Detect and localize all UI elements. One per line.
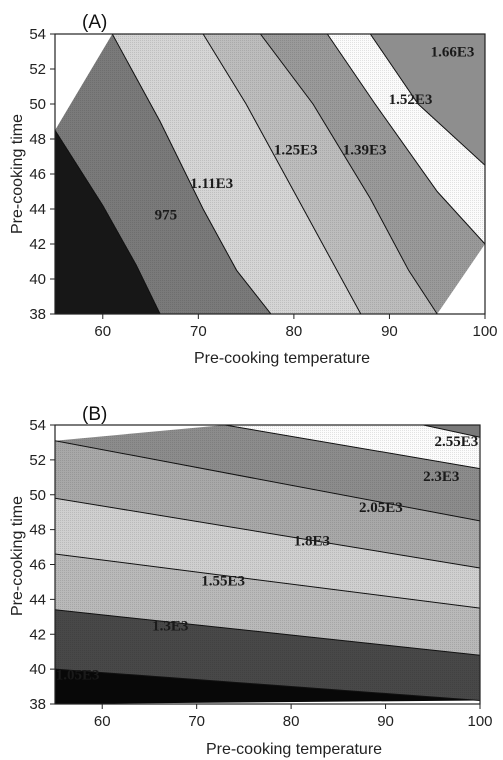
panel-a-region-texture-2: [112, 34, 361, 314]
panel-a-y-tick-54: 54: [29, 26, 46, 43]
panel-a-x-ticks: 60 70 80 90 100: [94, 314, 498, 340]
panel-a-region-texture-1: [55, 34, 271, 314]
panel-a-contour-line-1: [111, 34, 272, 314]
panel-b-contour-label-1: 1.3E3: [152, 619, 188, 635]
panel-b-y-tick-54: 54: [29, 417, 46, 434]
panel-b-contour-line-6: [423, 425, 480, 438]
panel-b-y-tick-38: 38: [29, 696, 46, 713]
panel-label-a: (A): [82, 12, 107, 33]
panel-a-contour-line-0: [55, 130, 161, 314]
panel-b-y-axis-title: Pre-cooking time: [9, 496, 26, 616]
panel-a-y-tick-38: 38: [29, 306, 46, 323]
panel-a-contour-line-4: [326, 34, 485, 245]
panel-a-contour-label-1: 1.11E3: [190, 176, 233, 192]
panel-b-contour-lines: [55, 425, 480, 701]
panel-b-region-texture-5: [55, 425, 480, 521]
panel-a-y-tick-52: 52: [29, 61, 46, 78]
panel-a-y-tick-46: 46: [29, 166, 46, 183]
panel-b-x-tick-100: 100: [467, 713, 492, 730]
panel-a-region-texture-5: [327, 34, 485, 244]
panel-a-x-tick-60: 60: [94, 323, 111, 340]
panel-label-b: (B): [82, 404, 107, 425]
panel-a-contour-label-4: 1.52E3: [389, 92, 433, 108]
panel-a-contour-labels: 975 1.11E3 1.25E3 1.39E3 1.52E3 1.66E3: [155, 45, 475, 224]
panel-b-x-ticks: 60 70 80 90 100: [94, 704, 493, 730]
panel-b-contour-line-3: [55, 497, 480, 569]
panel-b-contour-line-1: [55, 609, 480, 656]
panel-b-region-texture-3: [55, 498, 480, 609]
panel-b-contour-label-6: 2.55E3: [435, 434, 479, 450]
panel-b-x-axis-title: Pre-cooking temperature: [206, 741, 382, 758]
panel-b: (B) 1.05E3 1.3E3 1.55E3 1.8E3 2.05E3 2.3E3 2.5…: [9, 404, 493, 758]
panel-b-region-texture-2: [55, 554, 480, 656]
panel-b-y-tick-46: 46: [29, 557, 46, 574]
panel-a-contour-line-5: [369, 34, 485, 166]
panel-b-y-tick-52: 52: [29, 452, 46, 469]
panel-a-contour-label-0: 975: [155, 207, 178, 223]
panel-b-contour-label-5: 2.3E3: [423, 469, 459, 485]
panel-b-region-texture-1: [55, 609, 480, 701]
panel-a: (A) 975 1.11E3 1.25E3 1.39E3 1.52E3 1.66E3 60…: [9, 12, 498, 367]
panel-b-x-tick-90: 90: [377, 713, 394, 730]
panel-a-region-texture-3: [203, 34, 438, 314]
panel-b-y-tick-48: 48: [29, 522, 46, 539]
panel-b-region-0: [55, 669, 480, 704]
panel-b-y-tick-42: 42: [29, 626, 46, 643]
panel-b-x-tick-60: 60: [94, 713, 111, 730]
panel-a-contour-lines: [55, 34, 485, 314]
panel-b-contour-label-2: 1.55E3: [201, 573, 245, 589]
panel-b-contour-line-5: [224, 425, 480, 470]
panel-a-y-tick-40: 40: [29, 271, 46, 288]
panel-b-x-tick-70: 70: [188, 713, 205, 730]
panel-b-contour-label-3: 1.8E3: [294, 533, 330, 549]
panel-b-y-tick-44: 44: [29, 591, 46, 608]
panel-a-x-tick-80: 80: [286, 323, 303, 340]
panel-b-region-texture-4: [55, 440, 480, 568]
panel-a-y-tick-44: 44: [29, 201, 46, 218]
panel-a-region-texture-4: [260, 34, 485, 314]
panel-a-y-tick-50: 50: [29, 96, 46, 113]
panel-a-x-tick-100: 100: [472, 323, 497, 340]
panel-a-y-tick-42: 42: [29, 236, 46, 253]
panel-b-contour-line-0: [55, 668, 480, 701]
panel-a-contour-line-3: [260, 34, 438, 314]
panel-a-region-0: [55, 130, 161, 314]
panel-b-y-tick-40: 40: [29, 661, 46, 678]
panel-a-contour-label-2: 1.25E3: [274, 143, 318, 159]
panel-a-y-tick-48: 48: [29, 131, 46, 148]
panel-b-contour-label-4: 2.05E3: [359, 500, 403, 516]
panel-a-contour-label-5: 1.66E3: [431, 45, 475, 61]
panel-a-contour-label-3: 1.39E3: [343, 143, 387, 159]
panel-b-regions: [55, 425, 480, 704]
panel-b-contour-line-4: [55, 440, 480, 522]
panel-a-regions: [55, 34, 485, 314]
panel-a-x-axis-title: Pre-cooking temperature: [194, 350, 370, 367]
panel-b-contour-labels: 1.05E3 1.3E3 1.55E3 1.8E3 2.05E3 2.3E3 2.55E3: [56, 434, 478, 684]
panel-b-contour-line-2: [55, 553, 480, 609]
panel-a-y-axis-title: Pre-cooking time: [9, 114, 26, 234]
panel-a-contour-line-2: [202, 34, 362, 314]
panel-a-y-ticks: 38 40 42 44 46 48 50 52 54: [29, 26, 55, 323]
panel-b-y-ticks: 38 40 42 44 46 48 50 52 54: [29, 417, 55, 713]
panel-b-contour-label-0: 1.05E3: [56, 668, 100, 684]
panel-b-x-tick-80: 80: [283, 713, 300, 730]
panel-a-x-tick-70: 70: [190, 323, 207, 340]
panel-b-y-tick-50: 50: [29, 487, 46, 504]
panel-a-x-tick-90: 90: [381, 323, 398, 340]
panel-a-region-6: [370, 34, 485, 166]
